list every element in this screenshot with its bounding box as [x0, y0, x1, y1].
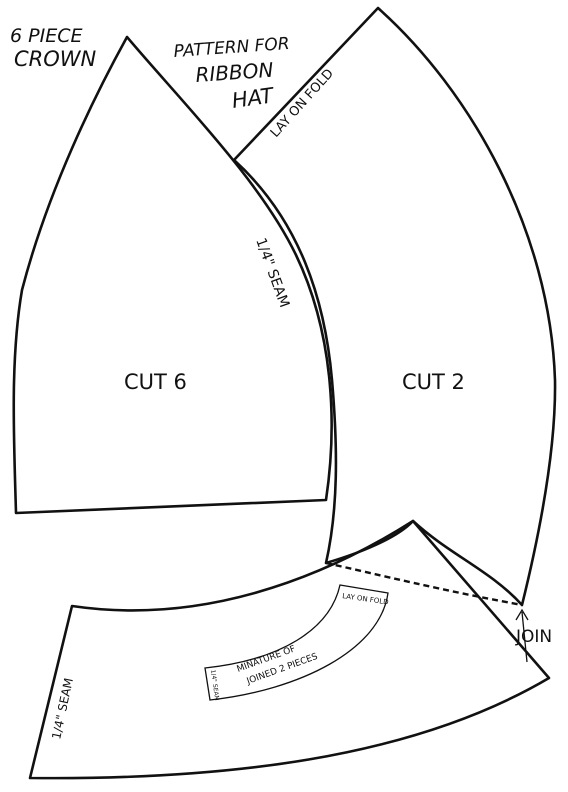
band-piece-outline — [28, 519, 551, 780]
title-left-line2: CROWN — [14, 47, 97, 71]
miniature-outline — [204, 584, 389, 701]
title-left-line1: 6 PIECE — [10, 25, 82, 47]
title-right-line3: HAT — [230, 83, 277, 113]
side-piece-outline — [232, 6, 557, 607]
crown-piece-outline — [12, 35, 333, 515]
crown-seam-label: 1/4" SEAM — [252, 236, 292, 310]
crown-cut-label: CUT 6 — [124, 370, 187, 394]
miniature-seam-label: 1/4" SEAM — [209, 669, 220, 701]
join-dashed-line — [325, 561, 523, 607]
join-label: JOIN — [515, 627, 552, 647]
join-arrow — [515, 608, 529, 663]
title-right-line1: PATTERN FOR — [173, 34, 290, 62]
miniature-fold-label: LAY ON FOLD — [342, 592, 389, 606]
side-fold-label: LAY ON FOLD — [268, 66, 337, 140]
title-right-line2: RIBBON — [195, 58, 274, 87]
side-cut-label: CUT 2 — [402, 370, 465, 394]
